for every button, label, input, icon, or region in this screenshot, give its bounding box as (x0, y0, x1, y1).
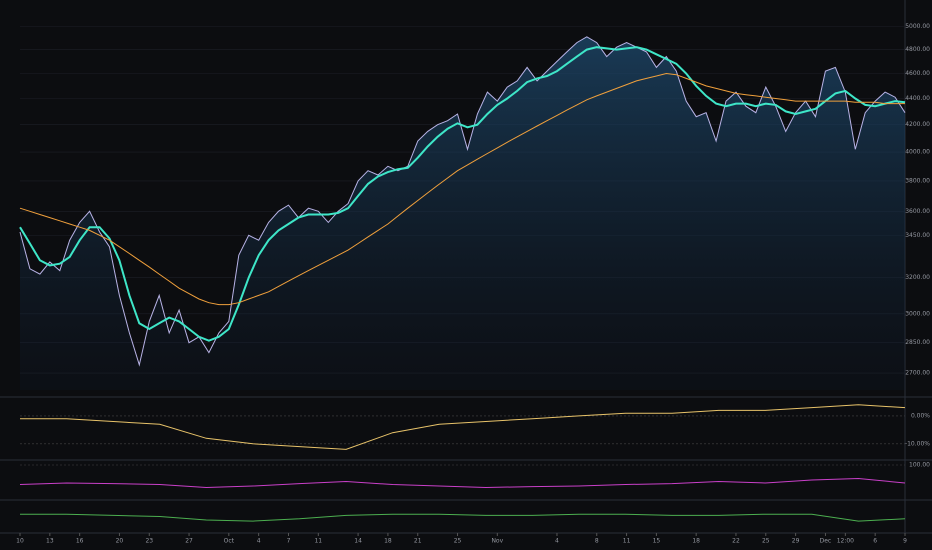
series-line (19, 36, 906, 367)
y-tick-label: 2850.00 (905, 339, 930, 346)
x-tick-label: 4 (257, 538, 261, 545)
y-tick-label: 3000.00 (905, 310, 930, 317)
y-tick-label: 3200.00 (905, 274, 930, 281)
x-tick-label: 29 (792, 538, 800, 545)
x-tick-label: 18 (384, 538, 392, 545)
series-line (19, 477, 906, 489)
x-tick-label: Oct (224, 538, 235, 545)
y-tick-label: -10.00% (905, 440, 930, 447)
y-tick-label: 4800.00 (905, 46, 930, 53)
x-tick-label: Dec (820, 538, 832, 545)
y-tick-label: 3600.00 (905, 208, 930, 215)
series-line (20, 404, 906, 450)
x-tick-label: 25 (762, 538, 770, 545)
x-tick-label: Nov (491, 538, 503, 545)
series-line (19, 72, 905, 306)
x-tick-label: 4 (555, 538, 559, 545)
y-tick-label: 5000.00 (905, 23, 930, 30)
x-tick-label: 21 (414, 538, 422, 545)
y-tick-label: 100.00 (909, 462, 930, 469)
x-tick-label: 15 (653, 538, 661, 545)
y-tick-label: 4400.00 (905, 95, 930, 102)
x-tick-label: 6 (873, 538, 877, 545)
x-tick-label: 16 (76, 538, 84, 545)
x-tick-label: 13 (46, 538, 54, 545)
x-tick-label: 12:00 (837, 538, 854, 545)
x-tick-label: 18 (692, 538, 700, 545)
y-tick-label: 0.00% (911, 412, 930, 419)
x-tick-label: 20 (116, 538, 124, 545)
x-tick-label: 11 (623, 538, 631, 545)
series-line (19, 46, 906, 342)
x-tick-label: 7 (287, 538, 291, 545)
x-tick-label: 14 (354, 538, 362, 545)
x-tick-label: 22 (732, 538, 740, 545)
x-tick-label: 23 (145, 538, 153, 545)
series-line (20, 513, 906, 522)
x-tick-label: 8 (595, 538, 599, 545)
x-tick-label: 11 (314, 538, 322, 545)
y-tick-label: 4200.00 (905, 121, 930, 128)
x-tick-label: 27 (185, 538, 193, 545)
y-tick-label: 2700.00 (905, 370, 930, 377)
x-tick-label: 9 (903, 538, 907, 545)
x-tick-label: 25 (454, 538, 462, 545)
y-tick-label: 3450.00 (905, 232, 930, 239)
y-tick-label: 4600.00 (905, 70, 930, 77)
y-tick-label: 4000.00 (905, 149, 930, 156)
y-tick-label: 3800.00 (905, 177, 930, 184)
x-tick-label: 10 (16, 538, 24, 545)
